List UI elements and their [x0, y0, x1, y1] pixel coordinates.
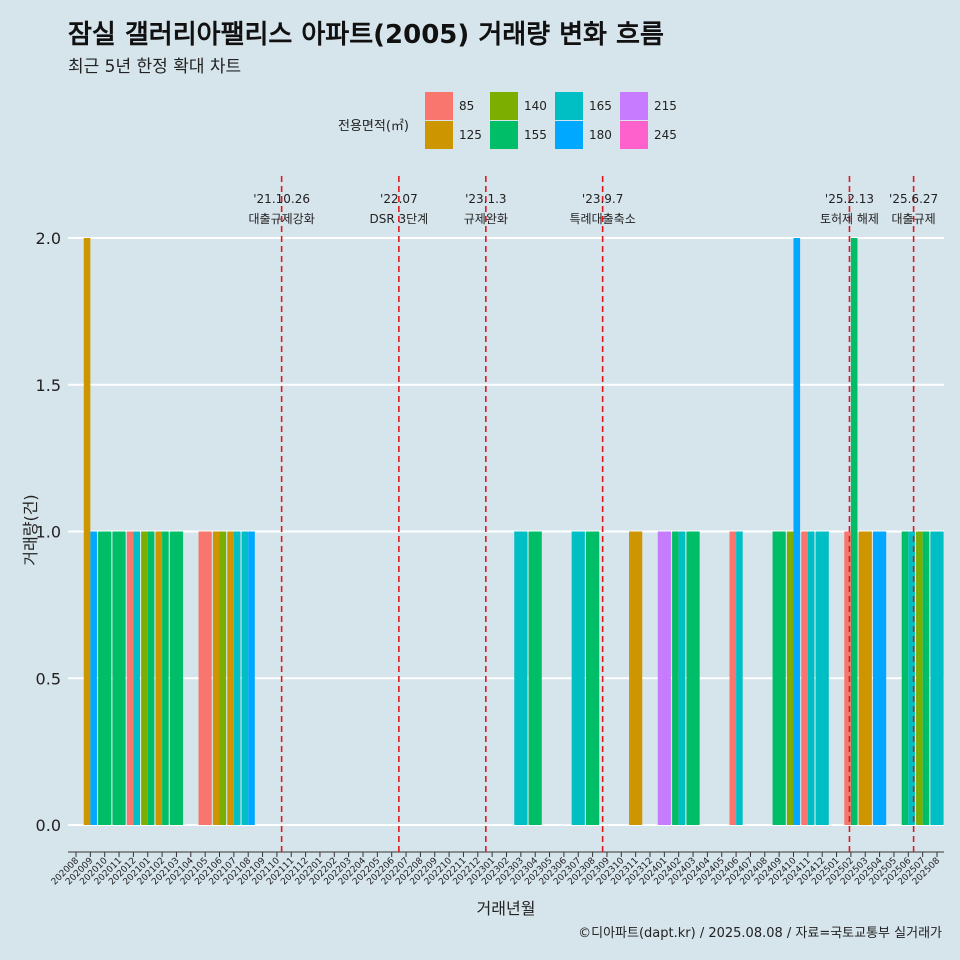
- bar: [126, 531, 134, 825]
- bar: [678, 531, 686, 825]
- bar: [807, 531, 815, 825]
- bar: [850, 238, 858, 825]
- legend-swatch: [425, 92, 453, 120]
- bar: [772, 531, 786, 825]
- y-tick-label: 1.5: [36, 376, 61, 395]
- x-axis-label: 거래년월: [477, 899, 536, 918]
- legend-label: 85: [459, 99, 475, 113]
- bar: [227, 531, 234, 825]
- legend-label: 180: [589, 128, 612, 142]
- bar: [801, 531, 808, 825]
- chart-title: 잠실 갤러리아팰리스 아파트(2005) 거래량 변화 흐름: [68, 20, 664, 50]
- bar: [219, 531, 227, 825]
- legend-swatch: [555, 121, 583, 149]
- bar: [212, 531, 220, 825]
- legend-item: 140: [490, 92, 560, 120]
- event-date-label: '23.1.3: [465, 192, 506, 206]
- bar: [672, 531, 679, 825]
- bar: [844, 531, 851, 825]
- y-tick-label: 2.0: [36, 229, 61, 248]
- event-text-label: 토허제 해제: [820, 212, 879, 226]
- bar: [736, 531, 743, 825]
- event-text-label: 대출규제강화: [249, 212, 315, 226]
- legend-swatch: [425, 121, 453, 149]
- bar: [528, 531, 542, 825]
- bar: [162, 531, 169, 825]
- legend-label: 125: [459, 128, 482, 142]
- bar: [155, 531, 163, 825]
- bar: [657, 531, 671, 825]
- bar: [815, 531, 829, 825]
- legend-label: 140: [524, 99, 547, 113]
- event-date-label: '21.10.26: [253, 192, 310, 206]
- legend-item: 165: [555, 92, 625, 120]
- bar: [901, 531, 909, 825]
- y-axis-label: 거래량(건): [21, 494, 40, 565]
- legend-label: 165: [589, 99, 612, 113]
- bar: [922, 531, 930, 825]
- bar: [686, 531, 700, 825]
- legend-swatch: [620, 121, 648, 149]
- event-text-label: 대출규제: [892, 212, 936, 226]
- event-date-label: '22.07: [380, 192, 418, 206]
- bar: [629, 531, 643, 825]
- bar: [241, 531, 249, 825]
- bar: [916, 531, 923, 825]
- legend-swatch: [490, 121, 518, 149]
- event-text-label: 규제완화: [464, 212, 508, 226]
- legend-label: 245: [654, 128, 677, 142]
- legend-label: 155: [524, 128, 547, 142]
- legend-item: 245: [620, 121, 690, 149]
- bar: [169, 531, 184, 825]
- y-tick-label: 0.0: [36, 816, 61, 835]
- bar: [248, 531, 255, 825]
- bar: [133, 531, 141, 825]
- bar: [147, 531, 155, 825]
- legend-item: 180: [555, 121, 625, 149]
- event-date-label: '25.6.27: [889, 192, 938, 206]
- bar: [793, 238, 801, 825]
- legend-swatch: [555, 92, 583, 120]
- bar: [90, 531, 97, 825]
- bar: [908, 531, 915, 825]
- bar: [141, 531, 148, 825]
- y-tick-label: 1.0: [36, 523, 61, 542]
- bar: [585, 531, 600, 825]
- bar: [83, 238, 91, 825]
- legend-label: 215: [654, 99, 677, 113]
- bar: [786, 531, 794, 825]
- legend-item: 155: [490, 121, 560, 149]
- bar: [112, 531, 126, 825]
- chart-caption: ©디아파트(dapt.kr) / 2025.08.08 / 자료=국토교통부 실…: [578, 926, 942, 941]
- bar: [571, 531, 585, 825]
- bar: [514, 531, 528, 825]
- bar: [930, 531, 944, 825]
- bar: [729, 531, 737, 825]
- bar: [98, 531, 112, 825]
- event-date-label: '25.2.13: [825, 192, 874, 206]
- bar: [872, 531, 887, 825]
- event-text-label: 특례대출축소: [570, 212, 636, 226]
- y-tick-label: 0.5: [36, 669, 61, 688]
- legend-title: 전용면적(㎡): [338, 119, 409, 134]
- bar: [198, 531, 212, 825]
- bar: [233, 531, 241, 825]
- legend-swatch: [620, 92, 648, 120]
- event-date-label: '23.9.7: [582, 192, 623, 206]
- event-text-label: DSR 3단계: [370, 212, 429, 226]
- bar: [858, 531, 872, 825]
- legend-item: 85: [425, 92, 495, 120]
- legend-swatch: [490, 92, 518, 120]
- legend-item: 215: [620, 92, 690, 120]
- legend-item: 125: [425, 121, 495, 149]
- chart-subtitle: 최근 5년 한정 확대 차트: [68, 57, 242, 77]
